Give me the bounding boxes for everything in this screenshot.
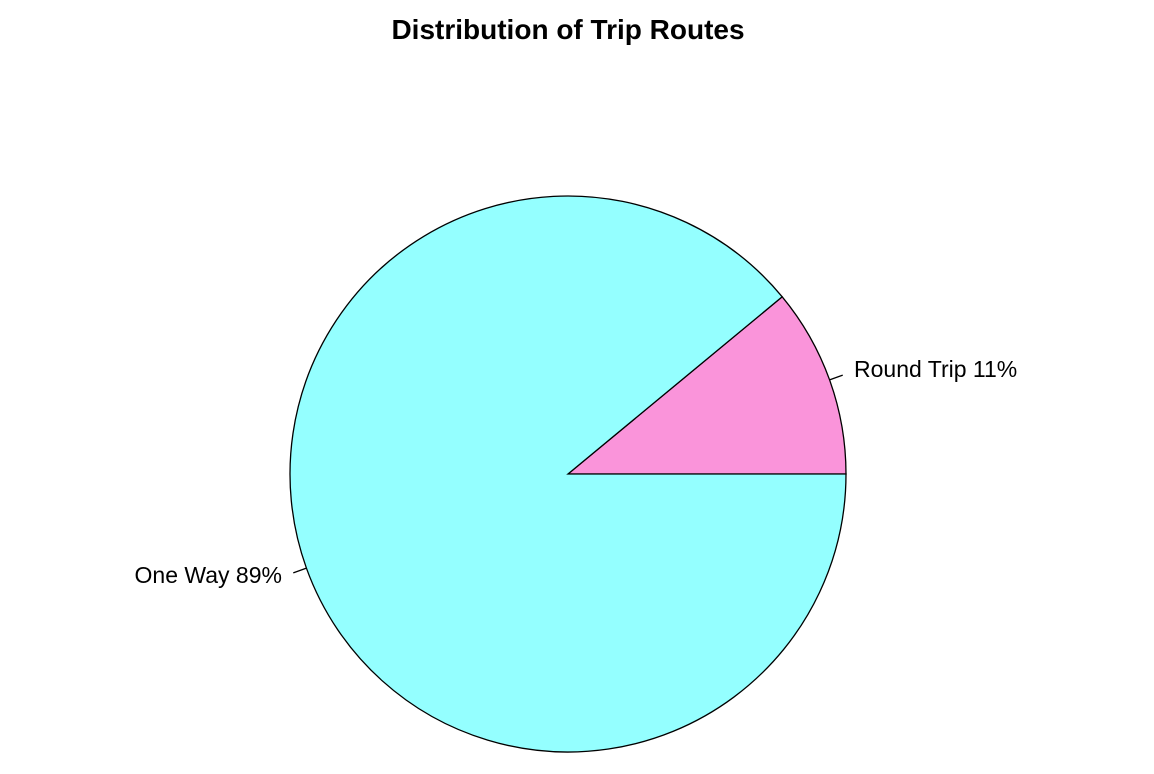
chart-title: Distribution of Trip Routes [391, 14, 745, 45]
pie-labels: Round Trip 11% One Way 89% [135, 356, 1018, 588]
pie-label-tick-1 [293, 567, 307, 574]
pie-label-tick-0 [829, 374, 843, 381]
pie-slice-label-0: Round Trip 11% [854, 356, 1017, 382]
pie-slices [289, 195, 847, 753]
pie-slice-label-1: One Way 89% [135, 562, 282, 588]
pie-slice-1 [289, 195, 847, 753]
